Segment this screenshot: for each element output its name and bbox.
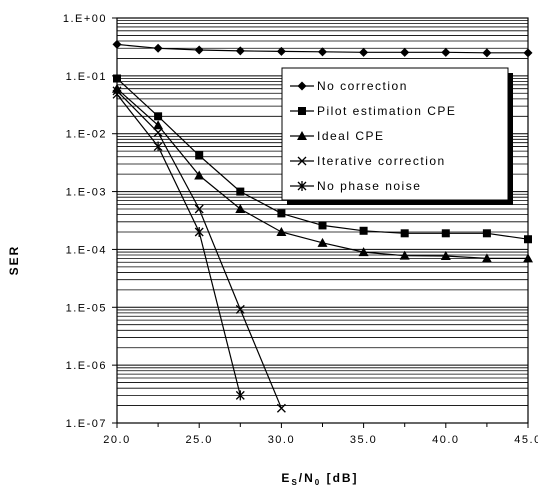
data-point-ideal-cpe xyxy=(235,203,246,213)
data-point-ideal-cpe xyxy=(194,170,205,180)
data-point-pilot-estimation-cpe xyxy=(524,235,532,244)
x-axis-title-sub2: 0 xyxy=(315,478,321,487)
data-point-no-correction xyxy=(523,48,533,58)
legend-entry-no-phase-noise: No phase noise xyxy=(290,179,421,193)
data-point-ideal-cpe xyxy=(112,83,122,93)
data-point-no-correction xyxy=(482,48,492,58)
series-iterative-correction xyxy=(112,86,286,413)
legend-label: No phase noise xyxy=(317,179,421,193)
y-tick-label: 1.E+00 xyxy=(63,13,107,25)
series-pilot-estimation-cpe xyxy=(113,74,532,244)
x-tick-label: 20.0 xyxy=(103,434,130,446)
legend-marker xyxy=(297,131,307,140)
data-point-no-correction xyxy=(112,39,122,49)
data-point-ideal-cpe xyxy=(317,237,328,247)
x-tick-label: 30.0 xyxy=(268,434,295,446)
data-point-no-correction xyxy=(276,46,286,56)
data-point-no-correction xyxy=(318,47,327,57)
data-point-pilot-estimation-cpe xyxy=(482,229,491,238)
data-point-no-correction xyxy=(194,45,204,55)
data-point-ideal-cpe xyxy=(358,247,369,257)
series-line-no-phase-noise xyxy=(116,93,241,396)
x-tick-label: 40.0 xyxy=(432,434,459,446)
legend-entry-no-correction: No correction xyxy=(290,79,408,93)
legend-entry-ideal-cpe: Ideal CPE xyxy=(290,129,385,143)
data-point-no-phase-noise xyxy=(112,89,122,100)
legend-label: Ideal CPE xyxy=(317,129,385,143)
data-point-ideal-cpe xyxy=(276,227,287,237)
data-point-iterative-correction xyxy=(153,128,163,137)
data-point-pilot-estimation-cpe xyxy=(236,187,245,196)
y-tick-label: 1.E-04 xyxy=(66,244,107,256)
y-tick-label: 1.E-06 xyxy=(66,360,107,372)
data-point-iterative-correction xyxy=(194,204,204,214)
data-point-pilot-estimation-cpe xyxy=(113,74,121,83)
y-tick-label: 1.E-05 xyxy=(66,302,107,314)
legend-label: Iterative correction xyxy=(317,154,446,168)
y-axis-title: SER xyxy=(7,245,21,276)
data-point-no-correction xyxy=(235,46,245,56)
data-point-no-phase-noise xyxy=(153,141,163,152)
legend-entry-pilot-estimation-cpe: Pilot estimation CPE xyxy=(290,104,456,118)
y-tick-label: 1.E-02 xyxy=(66,129,107,141)
x-axis-title-main: E xyxy=(281,471,291,485)
data-point-pilot-estimation-cpe xyxy=(359,226,368,235)
legend-label: Pilot estimation CPE xyxy=(317,104,456,118)
data-point-pilot-estimation-cpe xyxy=(318,221,327,230)
legend-label: No correction xyxy=(317,79,408,93)
series-no-phase-noise xyxy=(112,89,245,401)
data-point-pilot-estimation-cpe xyxy=(195,151,204,160)
data-point-no-phase-noise xyxy=(235,390,245,401)
data-point-ideal-cpe xyxy=(440,250,451,260)
legend-box xyxy=(281,67,509,201)
series-ideal-cpe xyxy=(112,83,533,263)
data-point-pilot-estimation-cpe xyxy=(154,112,163,121)
x-axis-title-mid: /N xyxy=(299,471,315,485)
axes: 1.E+00 1.E-01 1.E-02 1.E-03 1.E-04 1.E-05 1.E-… xyxy=(63,13,538,446)
x-tick-label: 35.0 xyxy=(350,434,377,446)
y-tick-label: 1.E-07 xyxy=(66,418,107,430)
data-point-no-correction xyxy=(359,47,369,57)
data-point-iterative-correction xyxy=(235,304,245,314)
data-point-no-correction xyxy=(153,43,163,53)
data-point-no-correction xyxy=(400,47,410,57)
x-axis-title-tail: [dB] xyxy=(321,471,358,485)
x-tick-label: 45.0 xyxy=(514,434,538,446)
legend-marker xyxy=(297,156,307,166)
x-axis-title: ES/N0 [dB] xyxy=(281,471,358,487)
series-no-correction xyxy=(112,39,533,58)
y-tick-label: 1.E-01 xyxy=(66,71,107,83)
x-axis-title-sub1: S xyxy=(291,478,298,487)
data-point-pilot-estimation-cpe xyxy=(441,229,450,238)
data-point-ideal-cpe xyxy=(481,253,492,263)
data-point-pilot-estimation-cpe xyxy=(277,209,286,218)
legend-entry-iterative-correction: Iterative correction xyxy=(290,154,446,168)
legend-marker xyxy=(297,81,307,91)
data-point-ideal-cpe xyxy=(153,120,164,130)
x-tick-label: 25.0 xyxy=(185,434,212,446)
data-point-no-correction xyxy=(441,47,451,57)
legend-marker xyxy=(297,181,307,191)
data-point-no-phase-noise xyxy=(194,227,204,238)
series-layer xyxy=(112,39,533,413)
data-point-ideal-cpe xyxy=(399,250,410,260)
data-point-ideal-cpe xyxy=(523,253,533,263)
y-tick-label: 1.E-03 xyxy=(66,187,107,199)
legend-marker xyxy=(298,107,306,115)
data-point-iterative-correction xyxy=(276,403,286,413)
data-point-pilot-estimation-cpe xyxy=(400,229,409,238)
legend: No correction Pilot estimation CPE Ideal C… xyxy=(281,67,513,205)
